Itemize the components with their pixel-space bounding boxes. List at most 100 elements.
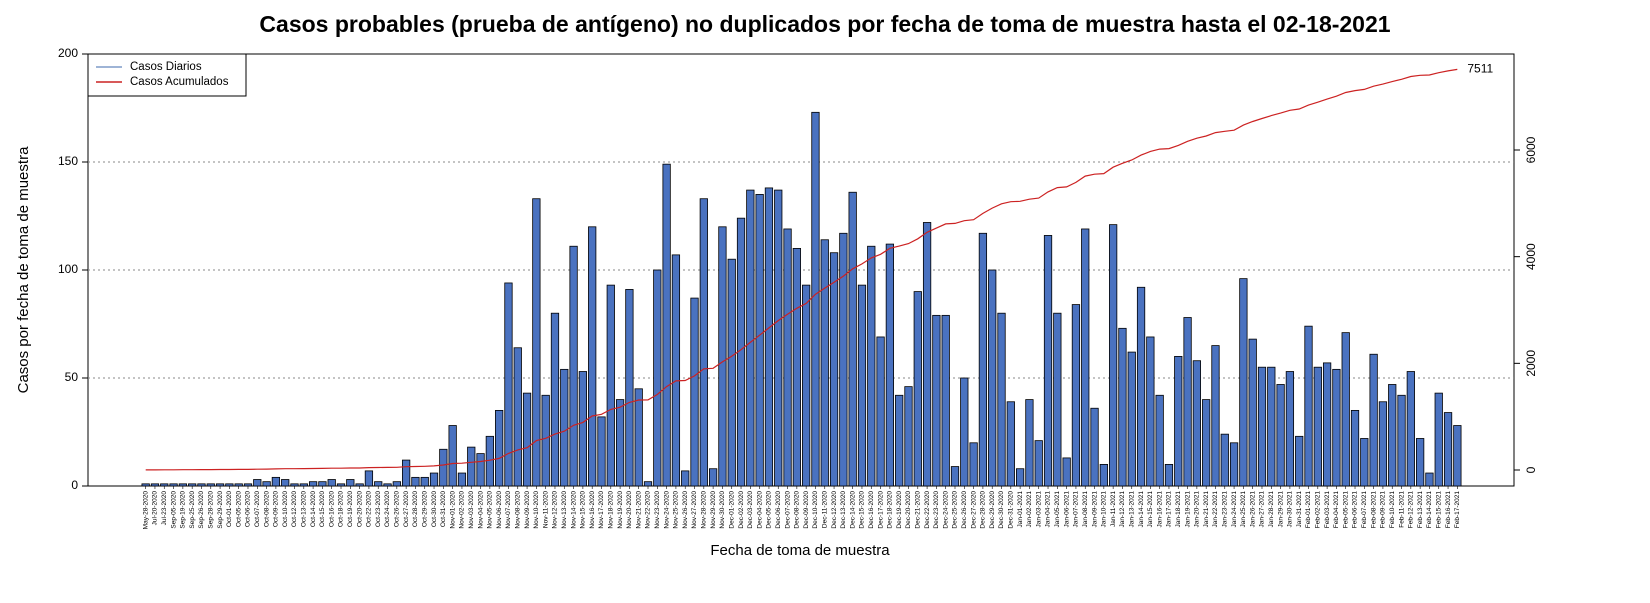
- bar: [746, 189, 755, 487]
- bar: [922, 222, 932, 487]
- x-tick-label: Nov-13-2020: [561, 491, 568, 529]
- bar: [569, 245, 578, 487]
- x-tick-label: Feb-04-2021: [1333, 491, 1340, 529]
- x-tick-label: Nov-03-2020: [468, 491, 475, 529]
- x-tick-label: Jan-22-2021: [1212, 491, 1219, 528]
- x-tick-label: Jan-17-2021: [1166, 491, 1173, 528]
- bar: [1229, 442, 1239, 487]
- x-tick-label: Dec-20-2020: [905, 491, 912, 529]
- bar: [941, 314, 950, 487]
- bar: [457, 472, 467, 487]
- x-tick-label: Jan-06-2021: [1063, 491, 1070, 528]
- bar: [1183, 317, 1192, 487]
- x-tick-label: Oct-12-2020: [291, 491, 298, 528]
- x-tick-label: Dec-30-2020: [998, 491, 1005, 529]
- y-tick-label: 50: [65, 370, 79, 384]
- bar: [1043, 235, 1053, 487]
- x-tick-label: Jan-30-2021: [1287, 491, 1294, 528]
- x-tick-label: Jan-15-2021: [1147, 491, 1154, 528]
- bar: [467, 446, 476, 487]
- x-tick-label: Oct-29-2020: [421, 491, 428, 528]
- bar: [709, 468, 718, 487]
- bar: [1211, 345, 1220, 487]
- x-tick-label: Jan-18-2021: [1175, 491, 1182, 528]
- bar: [271, 476, 281, 487]
- x-tick-label: Oct-23-2020: [375, 491, 382, 528]
- bar: [402, 459, 411, 487]
- x-tick-label: Oct-09-2020: [273, 491, 280, 528]
- bar: [374, 481, 383, 487]
- bar: [895, 394, 904, 487]
- bar: [299, 483, 308, 487]
- x-tick-label: Feb-03-2021: [1324, 491, 1331, 529]
- bar: [411, 476, 420, 487]
- x-tick-label: Oct-15-2020: [319, 491, 326, 528]
- x-tick-label: Feb-16-2021: [1445, 491, 1452, 529]
- x-axis-label: Fecha de toma de muestra: [710, 542, 890, 559]
- bar: [867, 245, 876, 487]
- x-tick-label: Oct-10-2020: [282, 491, 289, 528]
- bar: [1081, 228, 1090, 487]
- cumulative-line: [145, 68, 1458, 471]
- bar: [308, 481, 318, 487]
- x-tick-label: Nov-18-2020: [608, 491, 615, 529]
- bar: [904, 386, 913, 487]
- x-tick-label: Nov-28-2020: [701, 491, 708, 529]
- x-tick-label: Nov-24-2020: [663, 491, 670, 529]
- bar: [764, 187, 774, 487]
- bar: [913, 291, 922, 487]
- bar: [420, 476, 429, 487]
- bar: [1350, 409, 1360, 487]
- x-tick-label: Feb-02-2021: [1315, 491, 1322, 529]
- bar: [541, 394, 550, 487]
- bar: [1388, 384, 1397, 487]
- y-axis-label: Casos por fecha de toma de muestra: [15, 146, 32, 393]
- bar: [699, 198, 708, 487]
- x-tick-label: May-28-2020: [142, 491, 149, 530]
- x-tick-label: Nov-07-2020: [505, 491, 512, 529]
- x-tick-label: Oct-28-2020: [412, 491, 419, 528]
- x-tick-label: Sep-25-2020: [189, 491, 196, 529]
- x-tick-label: Nov-19-2020: [617, 491, 624, 529]
- x-tick-label: Dec-25-2020: [952, 491, 959, 529]
- x-tick-label: Nov-25-2020: [673, 491, 680, 529]
- x-tick-label: Dec-07-2020: [784, 491, 791, 529]
- x-tick-label: Oct-06-2020: [245, 491, 252, 528]
- x-tick-label: Oct-30-2020: [431, 491, 438, 528]
- bar: [1276, 384, 1285, 487]
- bar: [802, 284, 811, 487]
- bar: [1416, 438, 1425, 487]
- x-tick-label: Oct-16-2020: [328, 491, 335, 528]
- x-tick-label: Jan-19-2021: [1184, 491, 1191, 528]
- x-tick-label: Oct-24-2020: [384, 491, 391, 528]
- x-tick-label: Dec-17-2020: [877, 491, 884, 529]
- bar: [141, 483, 150, 487]
- x-tick-label: Dec-04-2020: [756, 491, 763, 529]
- y-tick-label: 0: [71, 478, 78, 492]
- bar: [634, 388, 643, 487]
- x-tick-label: Dec-03-2020: [747, 491, 754, 529]
- bar: [1015, 468, 1025, 487]
- bar: [932, 314, 941, 487]
- x-tick-label: Sep-19-2020: [180, 491, 187, 529]
- bar: [1267, 366, 1276, 487]
- x-tick-label: Jan-10-2021: [1101, 491, 1108, 528]
- bar: [1118, 327, 1127, 487]
- bar: [857, 284, 867, 487]
- bar: [774, 189, 783, 487]
- bar: [1322, 362, 1332, 487]
- x-tick-label: Dec-05-2020: [766, 491, 773, 529]
- bar: [1127, 351, 1136, 487]
- x-tick-label: Oct-01-2020: [226, 491, 233, 528]
- x-tick-label: Jan-25-2021: [1240, 491, 1247, 528]
- x-tick-label: Jan-16-2021: [1156, 491, 1163, 528]
- x-tick-label: Jan-11-2021: [1110, 491, 1117, 527]
- bar: [811, 111, 820, 487]
- bar: [606, 284, 615, 487]
- x-tick-label: Feb-01-2021: [1305, 491, 1312, 529]
- bar: [1192, 360, 1201, 487]
- bar: [318, 481, 327, 487]
- bar: [550, 312, 560, 487]
- x-tick-label: Sep-28-2020: [207, 491, 214, 529]
- bar: [839, 232, 848, 487]
